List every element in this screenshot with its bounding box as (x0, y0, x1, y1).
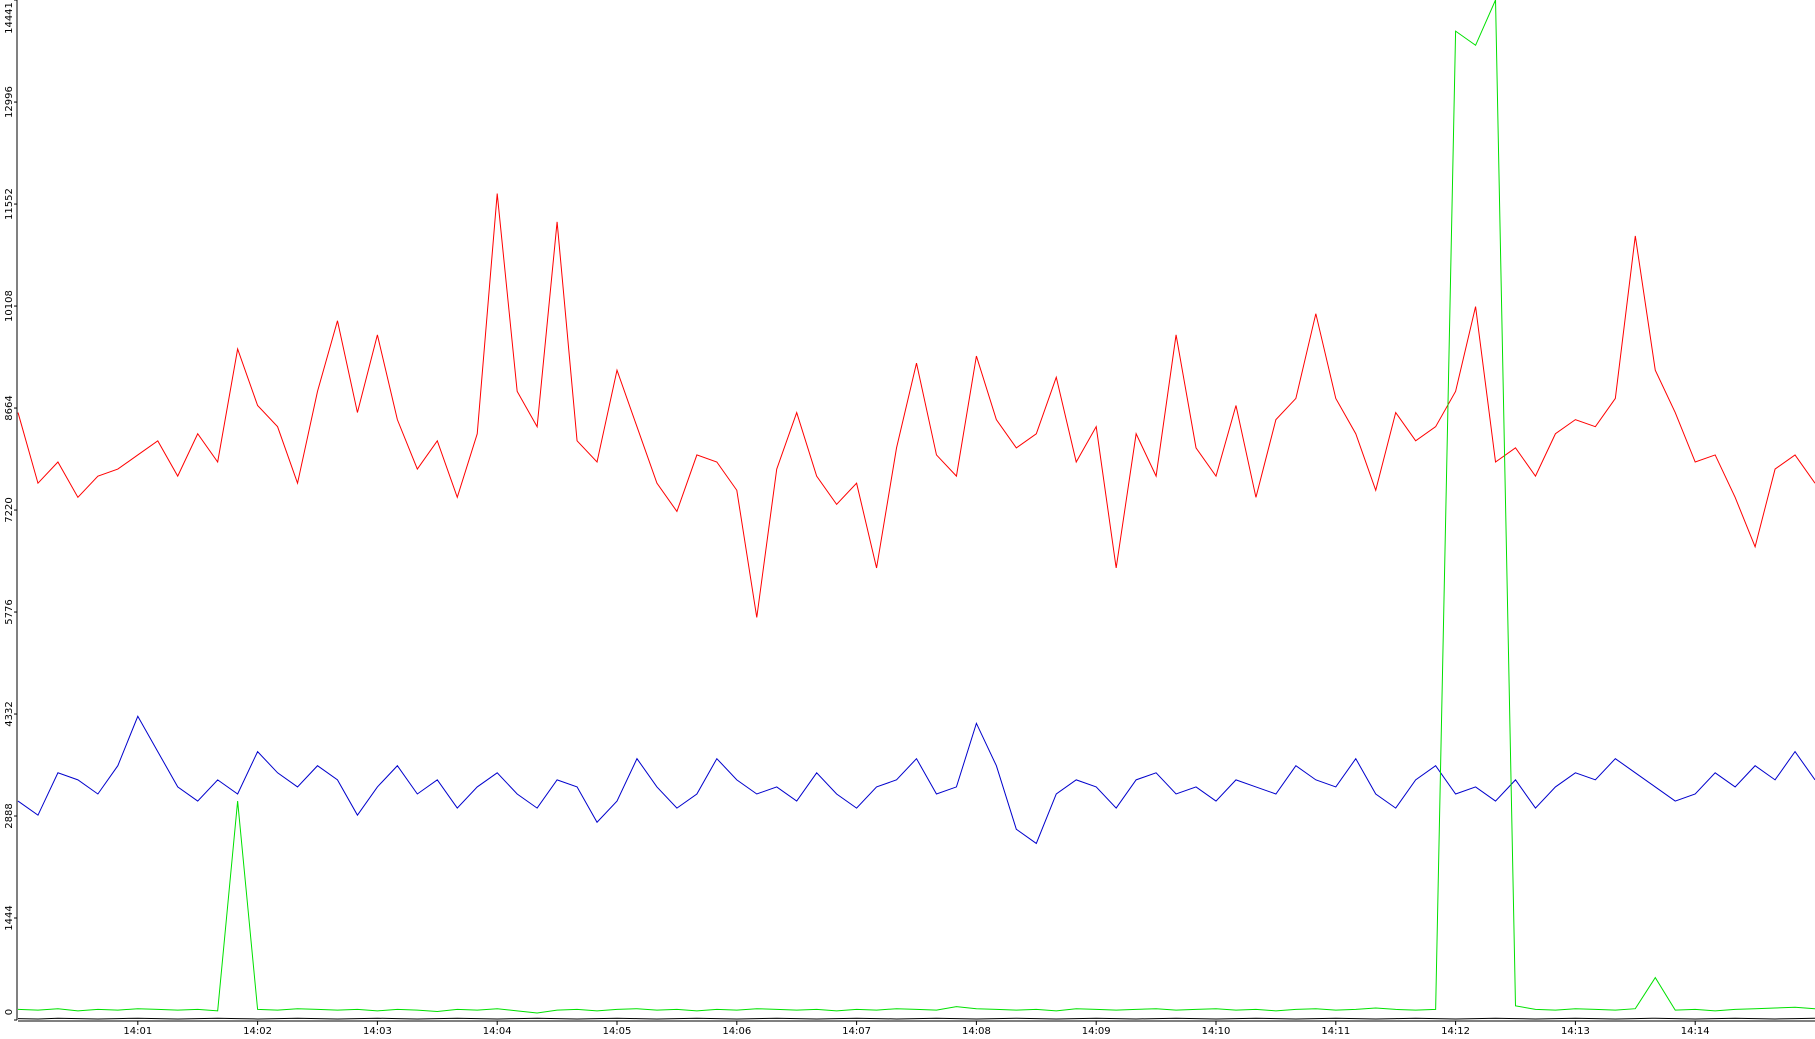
y-tick-label: 8664 (4, 395, 15, 420)
y-tick-label: 0 (4, 1009, 15, 1015)
x-tick-label: 14:07 (842, 1026, 871, 1037)
series-line (17, 193, 1815, 618)
y-tick-label: 12996 (4, 86, 15, 118)
x-tick-label: 14:09 (1082, 1026, 1111, 1037)
x-tick-label: 14:12 (1441, 1026, 1470, 1037)
series-line (17, 715, 1815, 845)
x-tick-label: 14:01 (123, 1026, 152, 1037)
y-tick-label: 5776 (4, 599, 15, 624)
x-tick-label: 14:11 (1321, 1026, 1350, 1037)
y-tick-label: 2888 (4, 803, 15, 828)
y-tick-label: 10108 (4, 290, 15, 322)
y-tick-label: 14441 (4, 2, 15, 34)
series-line (17, 1017, 1815, 1020)
y-tick-label: 11552 (4, 188, 15, 220)
x-tick-label: 14:13 (1561, 1026, 1590, 1037)
x-tick-label: 14:06 (722, 1026, 751, 1037)
x-tick-label: 14:10 (1202, 1026, 1231, 1037)
y-tick-label: 4332 (4, 701, 15, 726)
y-tick-label: 7220 (4, 497, 15, 522)
x-tick-label: 14:05 (603, 1026, 632, 1037)
x-tick-label: 14:14 (1681, 1026, 1710, 1037)
series-line (17, 0, 1815, 1014)
x-tick-label: 14:04 (483, 1026, 512, 1037)
y-tick-label: 1444 (4, 905, 15, 930)
x-tick-label: 14:02 (243, 1026, 272, 1037)
x-tick-label: 14:03 (363, 1026, 392, 1037)
x-tick-label: 14:08 (962, 1026, 991, 1037)
